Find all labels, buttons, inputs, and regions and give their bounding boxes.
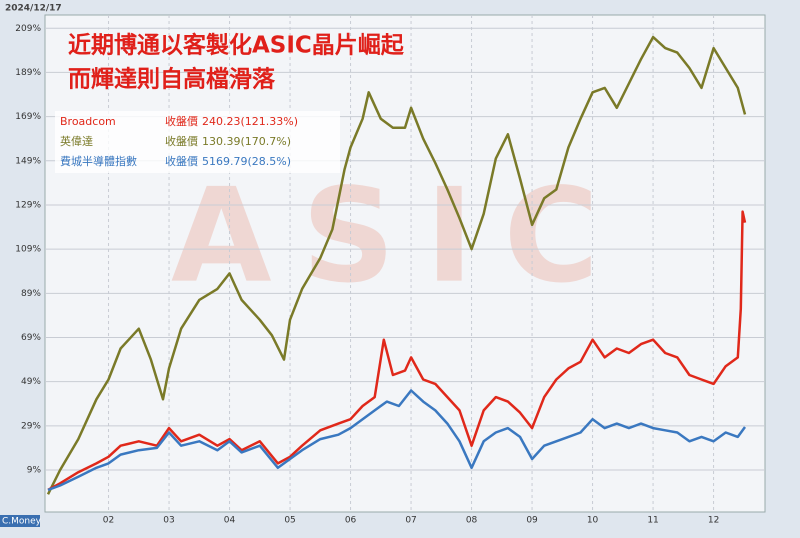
y-tick-label: 49% [21, 377, 41, 387]
x-tick-label: 02 [103, 516, 114, 526]
chart-subtitle: 而輝達則自高檔滑落 [68, 66, 276, 93]
y-tick-label: 169% [15, 112, 41, 122]
series-line [46, 35, 747, 495]
x-tick-label: 09 [526, 516, 538, 526]
chart-title: 近期博通以客製化ASIC晶片崛起 [68, 32, 405, 59]
y-tick-label: 149% [15, 156, 41, 166]
x-tick-label: 05 [284, 516, 295, 526]
x-tick-label: 08 [466, 516, 478, 526]
y-tick-label: 209% [15, 24, 41, 34]
x-tick-label: 04 [224, 516, 236, 526]
x-tick-label: 10 [587, 516, 599, 526]
x-tick-label: 12 [708, 516, 719, 526]
source: C.Money [2, 517, 42, 527]
x-tick-label: 06 [345, 516, 357, 526]
legend-name: Broadcom [60, 115, 116, 128]
legend-name: 英偉達 [60, 134, 93, 148]
x-tick-label: 11 [647, 516, 658, 526]
y-tick-label: 89% [21, 289, 41, 299]
legend-name: 費城半導體指數 [60, 154, 137, 168]
y-tick-label: 129% [15, 200, 41, 210]
legend-close-value: 5169.79(28.5%) [202, 155, 291, 168]
watermark: ASIC [171, 160, 629, 312]
y-tick-label: 29% [21, 421, 41, 431]
y-tick-label: 9% [27, 466, 42, 476]
legend-close-label: 收盤價 [165, 134, 198, 148]
legend-close-value: 130.39(170.7%) [202, 135, 291, 148]
y-tick-label: 189% [15, 68, 41, 78]
y-tick-label: 69% [21, 333, 41, 343]
series-line [47, 210, 747, 491]
source-box [0, 515, 40, 527]
y-tick-label: 109% [15, 245, 41, 255]
x-tick-label: 03 [163, 516, 174, 526]
series-line [47, 389, 747, 492]
legend-close-label: 收盤價 [165, 114, 198, 128]
plot-area [44, 14, 766, 513]
legend-close-value: 240.23(121.33%) [202, 115, 298, 128]
date: 2024/12/17 [5, 4, 62, 14]
legend-box [55, 111, 340, 173]
legend-close-label: 收盤價 [165, 154, 198, 168]
x-tick-label: 07 [405, 516, 416, 526]
